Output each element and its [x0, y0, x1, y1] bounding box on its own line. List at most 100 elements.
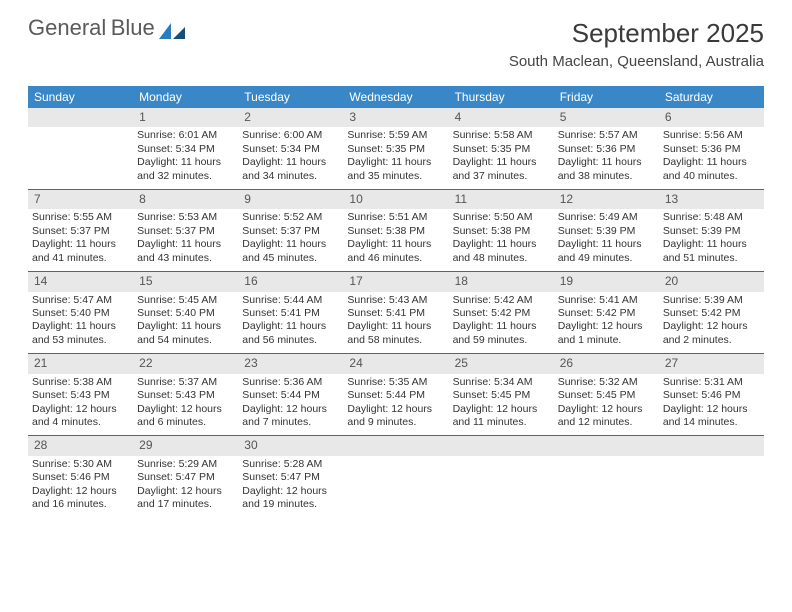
dow-wednesday: Wednesday	[343, 86, 448, 108]
sunset-text: Sunset: 5:34 PM	[242, 143, 339, 156]
sunset-text: Sunset: 5:43 PM	[137, 389, 234, 402]
day-cell: 8Sunrise: 5:53 AMSunset: 5:37 PMDaylight…	[133, 190, 238, 271]
daylight-text: Daylight: 11 hours and 41 minutes.	[32, 238, 129, 265]
daylight-text: Daylight: 12 hours and 14 minutes.	[663, 403, 760, 430]
sunrise-text: Sunrise: 5:50 AM	[453, 211, 550, 224]
daylight-text: Daylight: 12 hours and 12 minutes.	[558, 403, 655, 430]
sunrise-text: Sunrise: 5:44 AM	[242, 294, 339, 307]
day-cell: 10Sunrise: 5:51 AMSunset: 5:38 PMDayligh…	[343, 190, 448, 271]
sunset-text: Sunset: 5:42 PM	[558, 307, 655, 320]
day-cell	[554, 436, 659, 517]
daylight-text: Daylight: 11 hours and 59 minutes.	[453, 320, 550, 347]
day-number	[449, 436, 554, 455]
week-row: 28Sunrise: 5:30 AMSunset: 5:46 PMDayligh…	[28, 436, 764, 517]
daylight-text: Daylight: 11 hours and 43 minutes.	[137, 238, 234, 265]
day-cell: 22 Sunrise: 5:37 AMSunset: 5:43 PMDayligh…	[133, 354, 238, 435]
sunrise-text: Sunrise: 5:58 AM	[453, 129, 550, 142]
daylight-text: Daylight: 11 hours and 56 minutes.	[242, 320, 339, 347]
daylight-text: Daylight: 11 hours and 40 minutes.	[663, 156, 760, 183]
day-number: 28	[28, 436, 133, 455]
sunset-text: Sunset: 5:37 PM	[137, 225, 234, 238]
day-number: 22	[133, 354, 238, 373]
daylight-text: Daylight: 11 hours and 34 minutes.	[242, 156, 339, 183]
day-cell: 18 Sunrise: 5:42 AMSunset: 5:42 PMDayligh…	[449, 272, 554, 353]
title-location: South Maclean, Queensland, Australia	[509, 53, 764, 70]
sunset-text: Sunset: 5:41 PM	[347, 307, 444, 320]
daylight-text: Daylight: 12 hours and 1 minute.	[558, 320, 655, 347]
sunset-text: Sunset: 5:40 PM	[32, 307, 129, 320]
sunrise-text: Sunrise: 5:37 AM	[137, 376, 234, 389]
sunrise-text: Sunrise: 5:56 AM	[663, 129, 760, 142]
day-cell	[659, 436, 764, 517]
sunrise-text: Sunrise: 5:42 AM	[453, 294, 550, 307]
week-row: 14Sunrise: 5:47 AMSunset: 5:40 PMDayligh…	[28, 272, 764, 354]
daylight-text: Daylight: 12 hours and 9 minutes.	[347, 403, 444, 430]
day-number: 21	[28, 354, 133, 373]
day-number: 8	[133, 190, 238, 209]
day-cell: 19Sunrise: 5:41 AMSunset: 5:42 PMDayligh…	[554, 272, 659, 353]
sunrise-text: Sunrise: 5:49 AM	[558, 211, 655, 224]
day-cell: 3Sunrise: 5:59 AMSunset: 5:35 PMDaylight…	[343, 108, 448, 189]
sunrise-text: Sunrise: 5:31 AM	[663, 376, 760, 389]
sunset-text: Sunset: 5:37 PM	[242, 225, 339, 238]
sunset-text: Sunset: 5:34 PM	[137, 143, 234, 156]
day-number: 25	[449, 354, 554, 373]
day-number: 19	[554, 272, 659, 291]
sunset-text: Sunset: 5:46 PM	[32, 471, 129, 484]
week-row: 1Sunrise: 6:01 AMSunset: 5:34 PMDaylight…	[28, 108, 764, 190]
day-cell: 29Sunrise: 5:29 AMSunset: 5:47 PMDayligh…	[133, 436, 238, 517]
day-number: 7	[28, 190, 133, 209]
sunrise-text: Sunrise: 5:29 AM	[137, 458, 234, 471]
day-cell: 27Sunrise: 5:31 AMSunset: 5:46 PMDayligh…	[659, 354, 764, 435]
day-cell: 6Sunrise: 5:56 AMSunset: 5:36 PMDaylight…	[659, 108, 764, 189]
day-number: 6	[659, 108, 764, 127]
sunrise-text: Sunrise: 5:43 AM	[347, 294, 444, 307]
daylight-text: Daylight: 12 hours and 16 minutes.	[32, 485, 129, 512]
sunrise-text: Sunrise: 5:32 AM	[558, 376, 655, 389]
daylight-text: Daylight: 11 hours and 51 minutes.	[663, 238, 760, 265]
day-number: 5	[554, 108, 659, 127]
dow-tuesday: Tuesday	[238, 86, 343, 108]
day-number: 18	[449, 272, 554, 291]
title-block: September 2025 South Maclean, Queensland…	[509, 18, 764, 70]
dow-sunday: Sunday	[28, 86, 133, 108]
sunset-text: Sunset: 5:42 PM	[453, 307, 550, 320]
day-number	[343, 436, 448, 455]
dow-thursday: Thursday	[449, 86, 554, 108]
dow-monday: Monday	[133, 86, 238, 108]
day-cell: 4Sunrise: 5:58 AMSunset: 5:35 PMDaylight…	[449, 108, 554, 189]
sunset-text: Sunset: 5:45 PM	[453, 389, 550, 402]
sunrise-text: Sunrise: 5:34 AM	[453, 376, 550, 389]
logo-text-general: General	[28, 15, 106, 40]
day-cell: 12Sunrise: 5:49 AMSunset: 5:39 PMDayligh…	[554, 190, 659, 271]
daylight-text: Daylight: 11 hours and 53 minutes.	[32, 320, 129, 347]
sunset-text: Sunset: 5:40 PM	[137, 307, 234, 320]
day-number: 14	[28, 272, 133, 291]
daylight-text: Daylight: 11 hours and 54 minutes.	[137, 320, 234, 347]
daylight-text: Daylight: 12 hours and 6 minutes.	[137, 403, 234, 430]
day-cell: 20Sunrise: 5:39 AMSunset: 5:42 PMDayligh…	[659, 272, 764, 353]
sunrise-text: Sunrise: 5:51 AM	[347, 211, 444, 224]
sunrise-text: Sunrise: 5:57 AM	[558, 129, 655, 142]
sunset-text: Sunset: 5:35 PM	[347, 143, 444, 156]
sunset-text: Sunset: 5:47 PM	[242, 471, 339, 484]
day-number: 23	[238, 354, 343, 373]
day-number	[554, 436, 659, 455]
day-number: 2	[238, 108, 343, 127]
day-number: 11	[449, 190, 554, 209]
header: General Blue September 2025 South Maclea…	[0, 0, 792, 78]
weeks-container: 1Sunrise: 6:01 AMSunset: 5:34 PMDaylight…	[28, 108, 764, 518]
sunrise-text: Sunrise: 5:59 AM	[347, 129, 444, 142]
daylight-text: Daylight: 11 hours and 48 minutes.	[453, 238, 550, 265]
day-cell: 30Sunrise: 5:28 AMSunset: 5:47 PMDayligh…	[238, 436, 343, 517]
sunset-text: Sunset: 5:39 PM	[558, 225, 655, 238]
day-number: 26	[554, 354, 659, 373]
day-number: 20	[659, 272, 764, 291]
sunrise-text: Sunrise: 5:38 AM	[32, 376, 129, 389]
day-cell: 5Sunrise: 5:57 AMSunset: 5:36 PMDaylight…	[554, 108, 659, 189]
day-number	[28, 108, 133, 127]
day-cell	[28, 108, 133, 189]
day-number: 13	[659, 190, 764, 209]
day-number: 27	[659, 354, 764, 373]
sunset-text: Sunset: 5:43 PM	[32, 389, 129, 402]
